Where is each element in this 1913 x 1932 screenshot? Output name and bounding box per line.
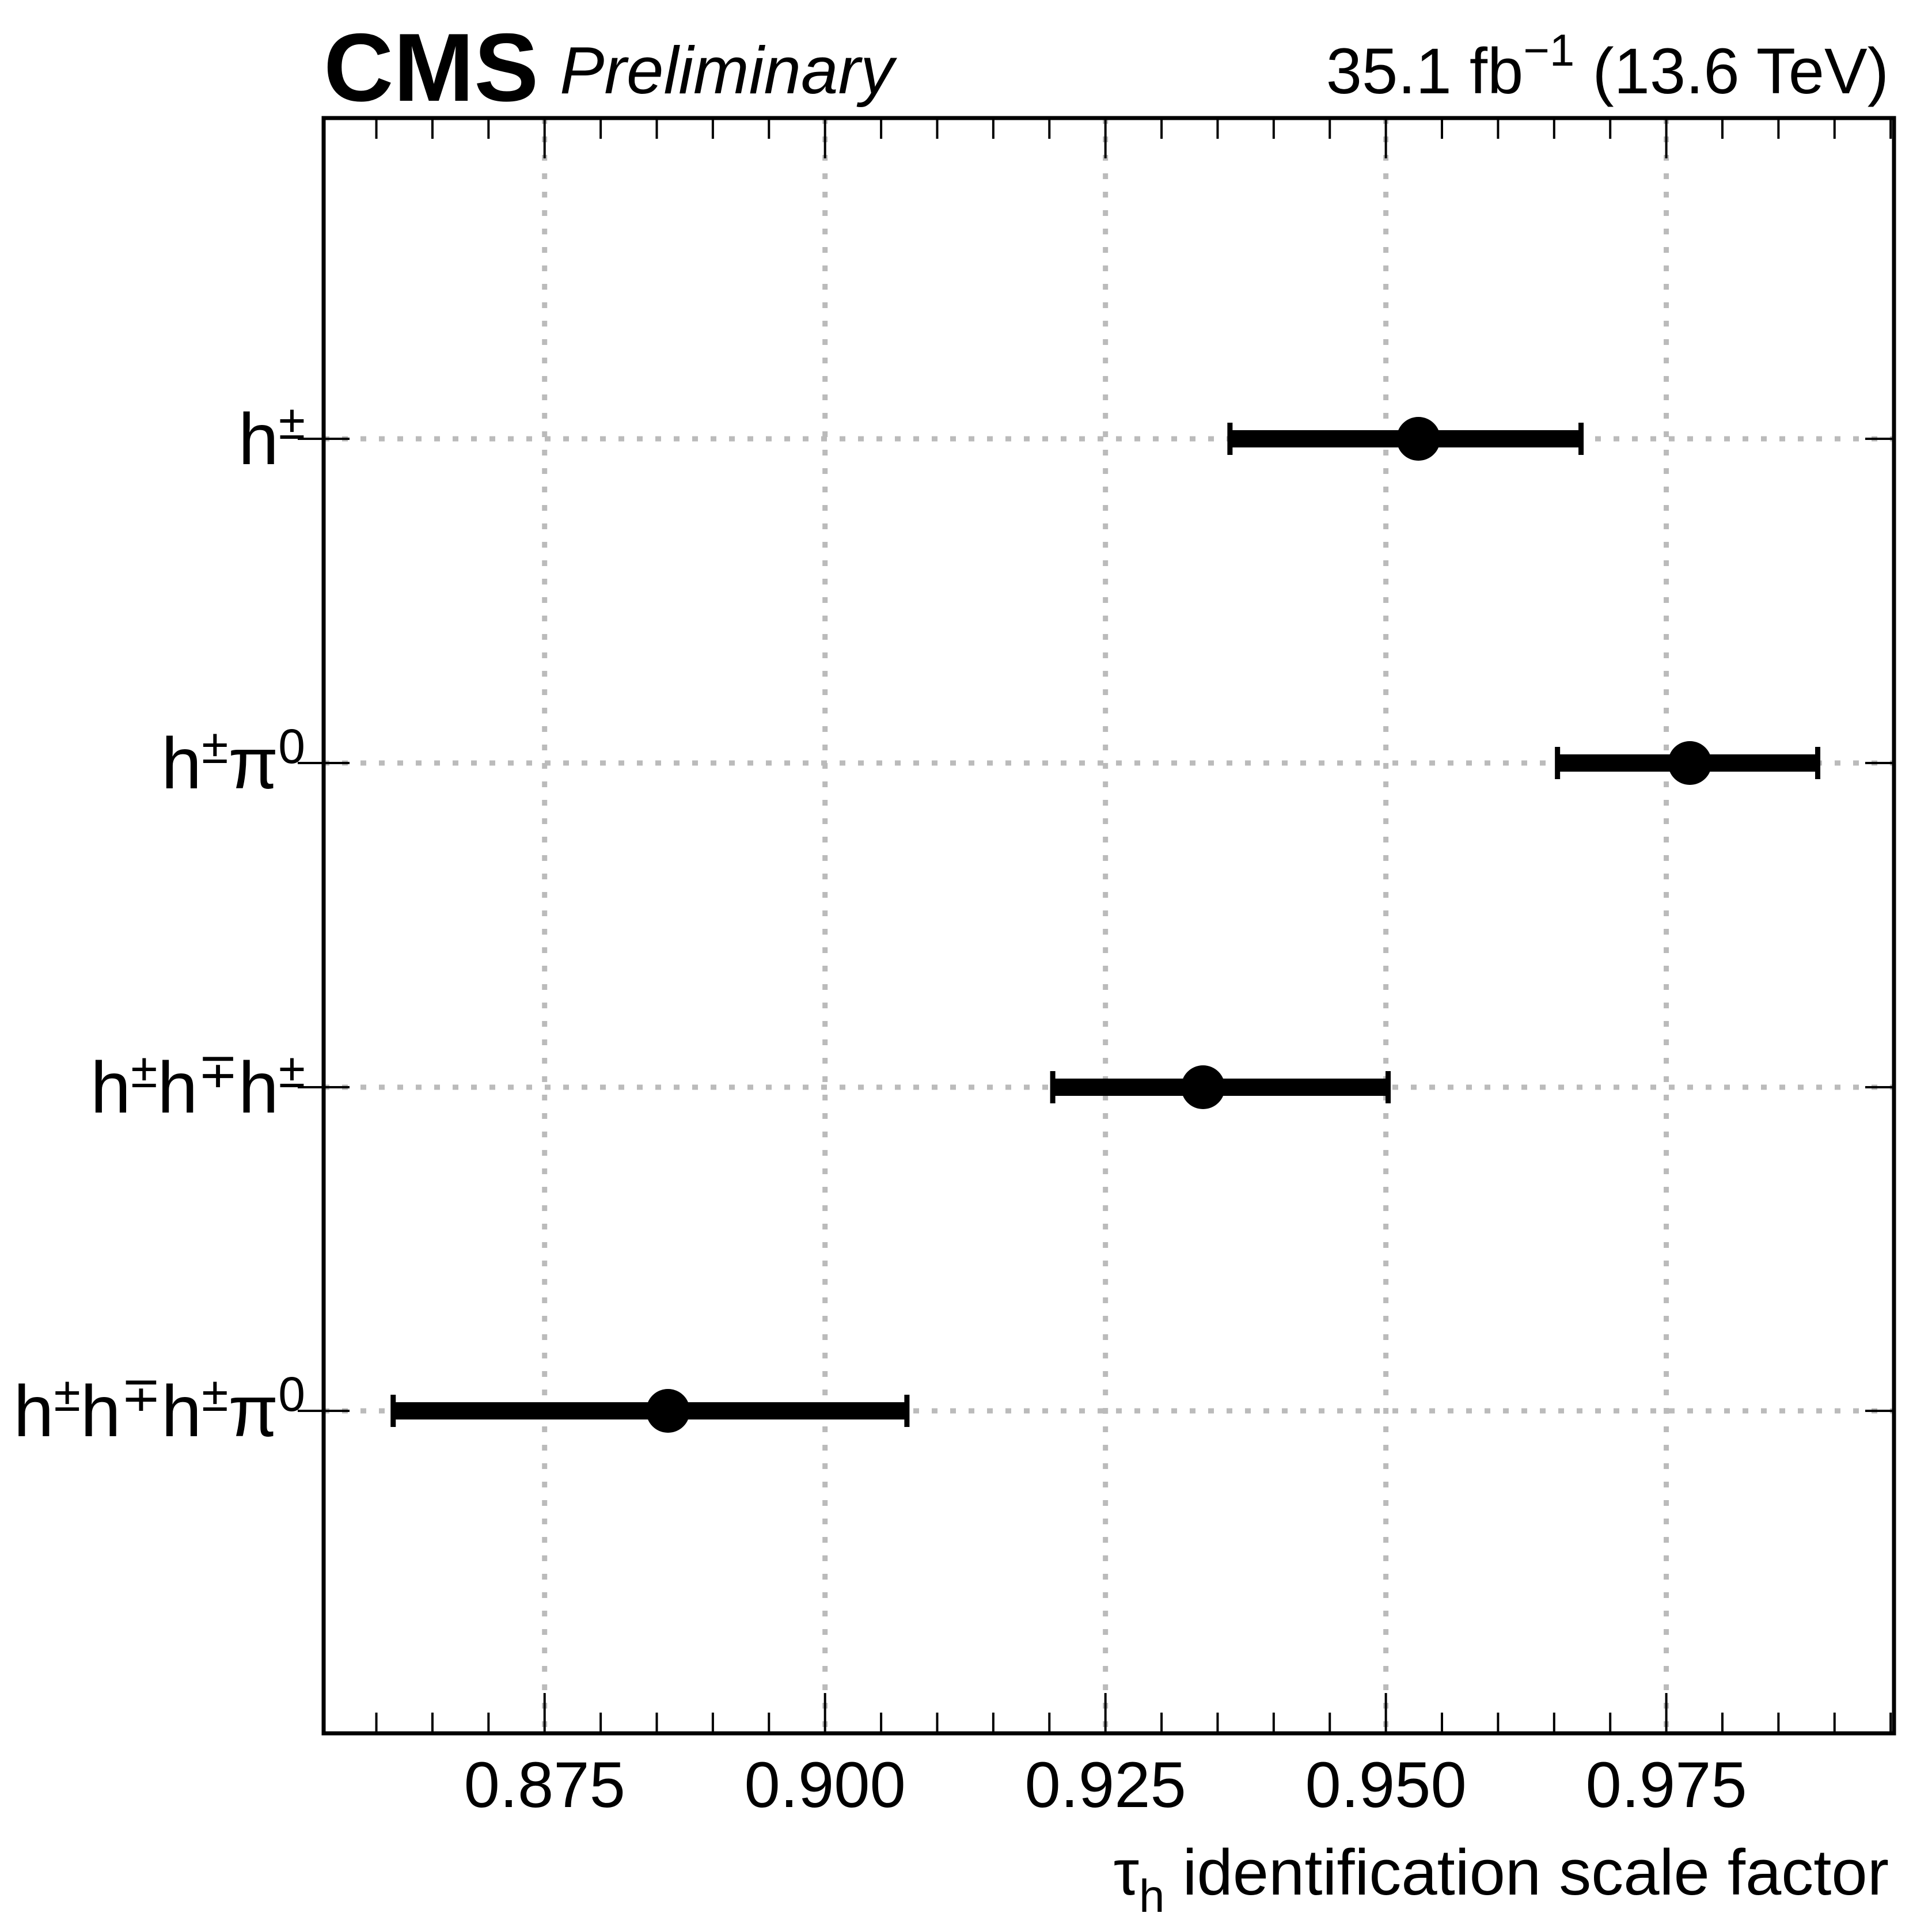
- x-tick-label: 0.925: [1025, 1749, 1186, 1821]
- axis-ticks: [298, 118, 1894, 1733]
- category-base: h: [157, 1047, 198, 1128]
- category-base: h: [14, 1371, 54, 1452]
- category-sup: ±: [202, 1367, 228, 1421]
- data-point-marker: [1396, 417, 1441, 461]
- category-base: h: [81, 1371, 121, 1452]
- category-sup: ∓: [121, 1367, 161, 1421]
- cms-label: CMS: [324, 13, 538, 122]
- axis-title-symbol: τ: [1114, 1836, 1139, 1908]
- category-base: π: [228, 723, 278, 804]
- x-tick-label: 0.950: [1305, 1749, 1466, 1821]
- x-tick-label: 0.975: [1585, 1749, 1747, 1821]
- x-axis-title: τh identification scale factor: [1114, 1836, 1889, 1922]
- grid-lines: [324, 118, 1894, 1733]
- category-sup: ±: [279, 395, 305, 449]
- luminosity-label: 35.1 fb−1 (13.6 TeV): [1326, 25, 1889, 107]
- category-sup: 0: [278, 719, 305, 773]
- category-label: h±​π0​: [161, 719, 305, 804]
- data-points: [390, 417, 1821, 1433]
- category-base: h: [161, 723, 202, 804]
- preliminary-label: Preliminary: [560, 33, 897, 108]
- category-base: π: [228, 1371, 278, 1452]
- data-point-marker: [1668, 741, 1712, 785]
- x-tick-label: 0.875: [464, 1749, 625, 1821]
- axis-title-subscript: h: [1139, 1870, 1165, 1922]
- data-point-marker: [646, 1389, 690, 1433]
- category-label: h±​h∓​h±​π0​: [14, 1367, 306, 1452]
- category-label: h±​h∓​h±​: [90, 1043, 305, 1128]
- category-sup: ±: [54, 1367, 81, 1421]
- x-tick-label: 0.900: [745, 1749, 906, 1821]
- axis-title-text: identification scale factor: [1164, 1836, 1889, 1908]
- category-base: h: [90, 1047, 131, 1128]
- lumi-exponent: −1: [1523, 25, 1574, 75]
- lumi-energy: (13.6 TeV): [1574, 35, 1889, 107]
- category-label: h±​: [238, 395, 305, 480]
- category-sup: ±: [131, 1043, 157, 1098]
- lumi-value: 35.1 fb: [1326, 35, 1524, 107]
- axis-labels: 0.875 0.900 0.925 0.950 0.975 h±​ h±​π0​ h±​h∓​…: [14, 395, 1747, 1821]
- category-sup: 0: [278, 1367, 305, 1421]
- category-base: h: [238, 398, 279, 480]
- category-sup: ∓: [198, 1043, 238, 1098]
- category-sup: ±: [279, 1043, 305, 1098]
- category-sup: ±: [202, 719, 228, 773]
- category-base: h: [238, 1047, 279, 1128]
- data-point-marker: [1181, 1065, 1225, 1109]
- category-base: h: [161, 1371, 202, 1452]
- plot-frame: [321, 116, 1896, 1736]
